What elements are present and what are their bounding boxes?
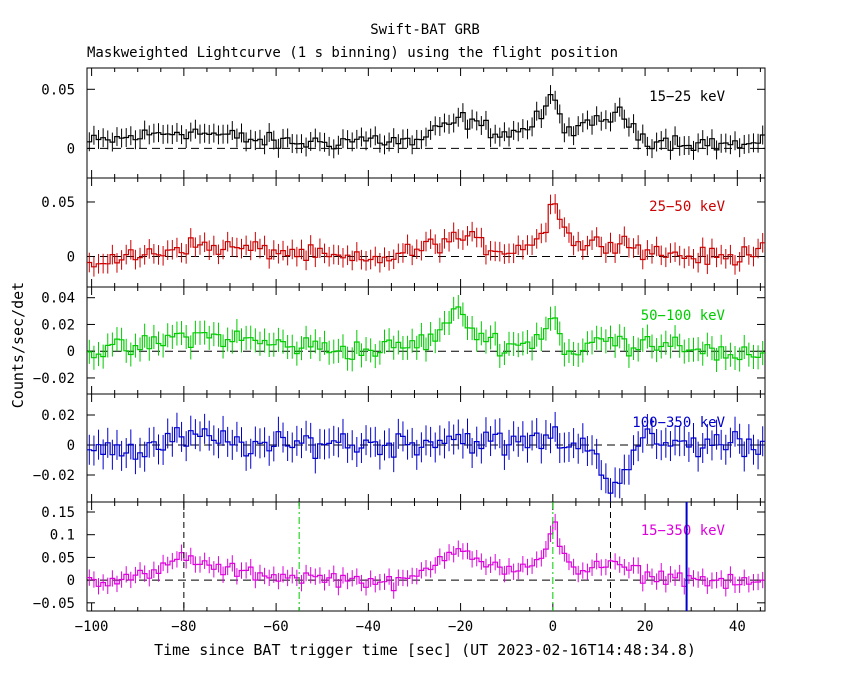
series-label: 100−350 keV — [632, 415, 725, 431]
series-label: 50−100 keV — [641, 308, 726, 324]
y-tick-label: 0.1 — [50, 528, 75, 544]
chart-title: Swift-BAT GRB — [370, 22, 480, 38]
y-axis-label: Counts/sec/det — [9, 282, 27, 408]
chart-subtitle: Maskweighted Lightcurve (1 s binning) us… — [87, 45, 619, 61]
y-tick-label: 0 — [67, 573, 75, 589]
y-tick-label: 0 — [67, 438, 75, 454]
y-tick-label: 0.05 — [41, 550, 75, 566]
y-tick-label: −0.02 — [33, 371, 75, 387]
y-tick-label: 0 — [67, 249, 75, 265]
x-tick-label: −20 — [448, 619, 473, 635]
y-tick-label: 0.02 — [41, 408, 75, 424]
series-label: 15−25 keV — [649, 89, 725, 105]
y-tick-label: −0.02 — [33, 468, 75, 484]
panel-100-350-kev: −0.02 0 0.02 100−350 keV — [33, 393, 766, 503]
x-axis-label: Time since BAT trigger time [sec] (UT 20… — [154, 641, 696, 659]
panel-frame — [86, 67, 766, 179]
series-line — [87, 94, 765, 151]
x-tick-label: −60 — [263, 619, 288, 635]
x-tick-label: 0 — [549, 619, 557, 635]
y-tick-label: 0.15 — [41, 505, 75, 521]
panel-15-350-kev: −0.05 0 0.05 0.1 0.15 15−350 keV −100 −80 −60 −40… — [33, 501, 766, 635]
x-tick-label: −40 — [356, 619, 381, 635]
y-tick-label: 0 — [67, 141, 75, 157]
y-tick-label: −0.05 — [33, 596, 75, 612]
series-line — [87, 521, 765, 592]
panel-15-25-kev: 0 0.05 15−25 keV — [41, 67, 766, 179]
panel-25-50-kev: 0 0.05 25−50 keV — [41, 177, 766, 288]
panel-frame — [86, 501, 766, 612]
x-tick-label: 20 — [637, 619, 654, 635]
y-tick-label: 0 — [67, 344, 75, 360]
x-tick-label: 40 — [729, 619, 746, 635]
y-tick-label: 0.04 — [41, 291, 75, 307]
y-tick-label: 0.05 — [41, 82, 75, 98]
series-line — [87, 426, 765, 494]
series-line — [87, 203, 765, 268]
y-tick-label: 0.02 — [41, 317, 75, 333]
series-label: 15−350 keV — [641, 523, 726, 539]
x-tick-label: −100 — [75, 619, 109, 635]
series-line — [87, 306, 765, 361]
y-tick-label: 0.05 — [41, 195, 75, 211]
x-tick-label: −80 — [171, 619, 196, 635]
series-label: 25−50 keV — [649, 199, 725, 215]
panel-50-100-kev: −0.02 0 0.02 0.04 50−100 keV — [33, 286, 766, 395]
